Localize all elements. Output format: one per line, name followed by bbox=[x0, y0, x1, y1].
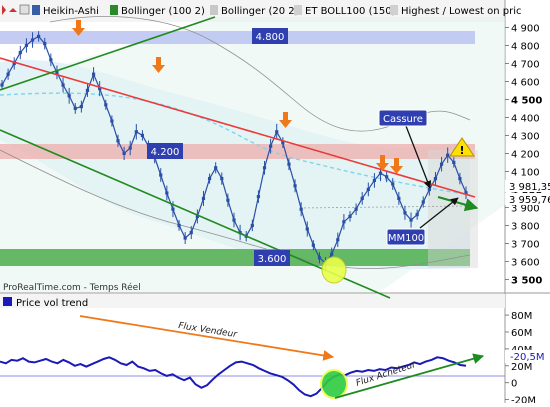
candle-body bbox=[0, 83, 4, 87]
volume-tick-label: 20M bbox=[511, 362, 532, 373]
orange-down-arrow-5 bbox=[390, 158, 403, 174]
collapse-icon[interactable] bbox=[2, 5, 6, 15]
mm100-text: MM100 bbox=[388, 233, 424, 244]
indicator-label-1[interactable]: Bollinger (100 2) bbox=[121, 6, 205, 17]
cassure-callout: Cassure bbox=[378, 109, 428, 127]
volume-trend-line bbox=[0, 356, 467, 398]
red-resistance-line bbox=[0, 57, 476, 198]
price-tick-label: 3 500 bbox=[511, 275, 542, 286]
volume-legend-bar bbox=[0, 294, 505, 308]
zone-label-3600: 3.600 bbox=[254, 250, 290, 266]
price-tick-label: 4 400 bbox=[511, 113, 540, 124]
price-line bbox=[1, 35, 467, 265]
indicator-swatch-0 bbox=[32, 5, 40, 15]
price-tick-label: 4 200 bbox=[511, 149, 540, 160]
top-markers bbox=[72, 20, 403, 174]
zone-label-4200: 4.200 bbox=[147, 143, 183, 159]
volume-tick-label: 0 bbox=[511, 379, 517, 390]
volume-tick-label: 60M bbox=[511, 328, 532, 339]
mm100-arrow bbox=[419, 197, 459, 229]
zone-label-4800-text: 4.800 bbox=[256, 32, 285, 43]
cassure-text: Cassure bbox=[383, 114, 423, 125]
watermark: ProRealTime.com - Temps Réel bbox=[3, 282, 141, 293]
orange-down-arrow-2 bbox=[152, 57, 165, 73]
indicator-label-4[interactable]: Highest / Lowest on pric bbox=[401, 6, 522, 17]
flux-vendeur-arrow bbox=[79, 315, 335, 361]
flux-acheteur-arrow bbox=[334, 353, 485, 399]
price-tick-label: 4 500 bbox=[511, 95, 542, 106]
volume-tick-label: -20M bbox=[511, 396, 536, 403]
warning-symbol: ! bbox=[459, 144, 464, 157]
price-low-highlight bbox=[321, 256, 347, 284]
indicator-label-3[interactable]: ET BOLL100 (150) bbox=[305, 6, 396, 17]
price-tag-last-text: 3 981,35 bbox=[509, 182, 550, 193]
price-axis: 4 900 4 800 4 700 4 600 4 500 4 400 4 300 4 200… bbox=[505, 23, 542, 286]
recent-shade bbox=[428, 150, 478, 268]
price-tick-label: 3 700 bbox=[511, 239, 540, 250]
price-tag-ma-text: 3 959,76 bbox=[509, 195, 550, 206]
indicator-swatch-3 bbox=[294, 5, 302, 15]
warning-icon: ! bbox=[449, 137, 475, 157]
volume-legend-swatch bbox=[3, 297, 12, 306]
volume-legend-label[interactable]: Price vol trend bbox=[16, 298, 88, 309]
indicator-legend: Heikin-Ashi Bollinger (100 2) Bollinger … bbox=[2, 4, 522, 17]
orange-down-arrow-3 bbox=[279, 112, 292, 128]
zone-band-3600 bbox=[0, 249, 470, 266]
green-upper-channel-line bbox=[0, 16, 216, 91]
price-background bbox=[0, 16, 505, 292]
price-tag-last: 3 981,35 bbox=[505, 180, 550, 193]
zone-band-4800 bbox=[0, 31, 475, 44]
price-tick-label: 4 100 bbox=[511, 167, 540, 178]
indicator-label-2[interactable]: Bollinger (20 2) bbox=[221, 6, 299, 17]
price-series bbox=[0, 31, 468, 270]
wrench-icon[interactable] bbox=[19, 4, 30, 15]
zone-band-4200 bbox=[0, 144, 475, 159]
cassure-arrow bbox=[405, 125, 432, 189]
orange-down-arrow-1 bbox=[72, 20, 85, 36]
volume-value-tag: -20,5M bbox=[505, 350, 545, 363]
top-bar bbox=[0, 0, 505, 22]
price-tick-label: 4 600 bbox=[511, 77, 540, 88]
candle-body bbox=[464, 191, 468, 195]
mm100-callout: MM100 bbox=[386, 228, 426, 246]
indicator-swatch-2 bbox=[210, 5, 218, 15]
orange-down-arrow-4 bbox=[376, 155, 389, 171]
volume-value-tag-text: -20,5M bbox=[510, 352, 545, 363]
zone-label-4200-text: 4.200 bbox=[151, 147, 180, 158]
dotted-guide bbox=[299, 205, 471, 209]
expand-icon[interactable] bbox=[9, 8, 17, 12]
price-tick-label: 3 800 bbox=[511, 221, 540, 232]
bollinger-lower bbox=[0, 149, 471, 270]
indicator-swatch-1 bbox=[110, 5, 118, 15]
indicator-label-0[interactable]: Heikin-Ashi bbox=[43, 6, 99, 17]
indicator-swatch-4 bbox=[390, 5, 398, 15]
price-tag-ma: 3 959,76 bbox=[505, 193, 550, 206]
volume-low-highlight bbox=[320, 369, 348, 399]
price-tick-label: 4 800 bbox=[511, 41, 540, 52]
price-tick-label: 3 600 bbox=[511, 257, 540, 268]
volume-series bbox=[0, 356, 467, 398]
zone-label-4800: 4.800 bbox=[252, 28, 288, 44]
zone-label-3600-text: 3.600 bbox=[258, 254, 287, 265]
price-tick-label: 3 900 bbox=[511, 203, 540, 214]
volume-tick-label: 80M bbox=[511, 311, 532, 322]
price-tick-label: 4 900 bbox=[511, 23, 540, 34]
price-tick-label: 4 300 bbox=[511, 131, 540, 142]
price-tick-label: 4 700 bbox=[511, 59, 540, 70]
